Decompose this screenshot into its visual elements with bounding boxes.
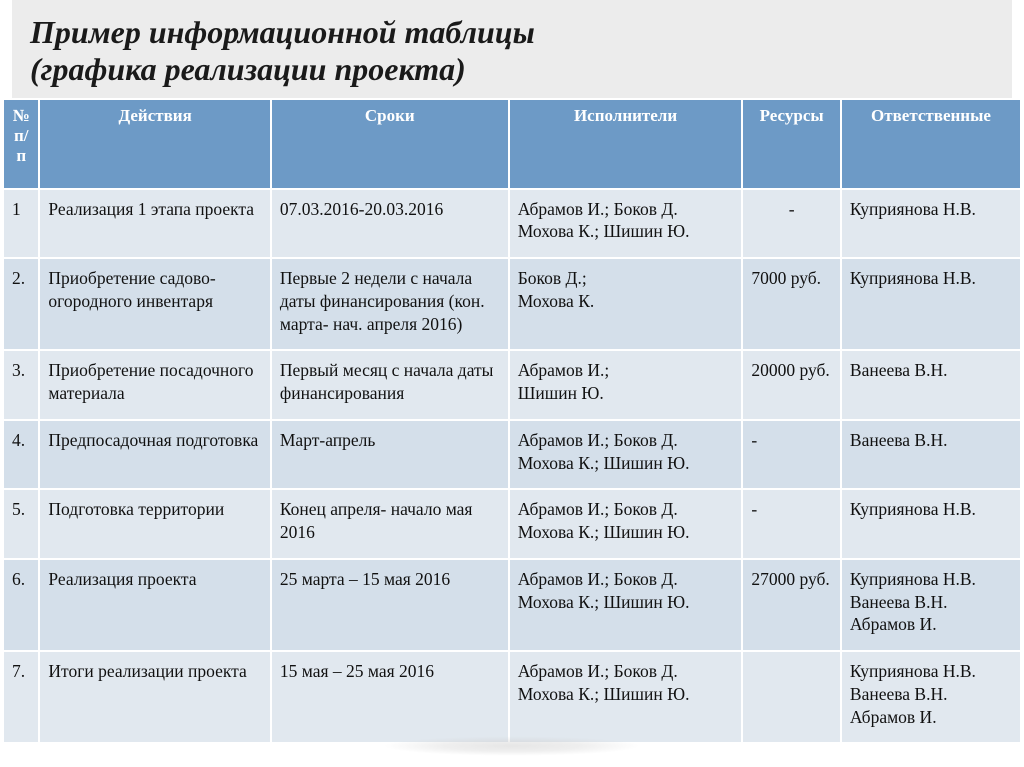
cell-responsible: Куприянова Н.В. Ванеева В.Н. Абрамов И. (841, 651, 1021, 743)
table-row: 2.Приобретение садово-огородного инвента… (3, 258, 1021, 350)
cell-executors: Абрамов И.; Боков Д. Мохова К.; Шишин Ю. (509, 189, 743, 259)
col-header-responsible: Ответственные (841, 99, 1021, 189)
cell-timeframe: Первый месяц с начала даты финансировани… (271, 350, 509, 420)
cell-resources: - (742, 420, 841, 490)
table-row: 1Реализация 1 этапа проекта07.03.2016-20… (3, 189, 1021, 259)
table-row: 7.Итоги реализации проекта15 мая – 25 ма… (3, 651, 1021, 743)
title-container: Пример информационной таблицы (графика р… (12, 0, 1012, 98)
cell-action: Приобретение посадочного материала (39, 350, 270, 420)
cell-resources: 7000 руб. (742, 258, 841, 350)
col-header-timeframe: Сроки (271, 99, 509, 189)
cell-number: 5. (3, 489, 39, 559)
cell-executors: Абрамов И.; Боков Д. Мохова К.; Шишин Ю. (509, 489, 743, 559)
cell-number: 2. (3, 258, 39, 350)
cell-responsible: Ванеева В.Н. (841, 420, 1021, 490)
slide: Пример информационной таблицы (графика р… (0, 0, 1024, 767)
table-row: 4.Предпосадочная подготовкаМарт-апрельАб… (3, 420, 1021, 490)
cell-executors: Абрамов И.; Боков Д. Мохова К.; Шишин Ю. (509, 651, 743, 743)
project-schedule-table: № п/п Действия Сроки Исполнители Ресурсы… (2, 98, 1022, 745)
cell-executors: Абрамов И.; Боков Д. Мохова К.; Шишин Ю. (509, 420, 743, 490)
cell-timeframe: 15 мая – 25 мая 2016 (271, 651, 509, 743)
table-header: № п/п Действия Сроки Исполнители Ресурсы… (3, 99, 1021, 189)
cell-responsible: Куприянова Н.В. (841, 489, 1021, 559)
cell-resources: - (742, 489, 841, 559)
cell-number: 6. (3, 559, 39, 651)
cell-action: Предпосадочная подготовка (39, 420, 270, 490)
cell-action: Реализация 1 этапа проекта (39, 189, 270, 259)
table-row: 5.Подготовка территорииКонец апреля- нач… (3, 489, 1021, 559)
col-header-executors: Исполнители (509, 99, 743, 189)
cell-executors: Абрамов И.;Шишин Ю. (509, 350, 743, 420)
cell-action: Реализация проекта (39, 559, 270, 651)
title-line-1: Пример информационной таблицы (30, 14, 535, 50)
cell-resources: 20000 руб. (742, 350, 841, 420)
cell-number: 4. (3, 420, 39, 490)
cell-number: 3. (3, 350, 39, 420)
table-row: 6.Реализация проекта25 марта – 15 мая 20… (3, 559, 1021, 651)
cell-responsible: Ванеева В.Н. (841, 350, 1021, 420)
cell-timeframe: Первые 2 недели с начала даты финансиров… (271, 258, 509, 350)
cell-responsible: Куприянова Н.В. (841, 189, 1021, 259)
cell-responsible: Куприянова Н.В. (841, 258, 1021, 350)
cell-executors: Боков Д.;Мохова К. (509, 258, 743, 350)
title-line-2: (графика реализации проекта) (30, 51, 466, 87)
col-header-number: № п/п (3, 99, 39, 189)
cell-timeframe: Конец апреля- начало мая 2016 (271, 489, 509, 559)
table-body: 1Реализация 1 этапа проекта07.03.2016-20… (3, 189, 1021, 744)
cell-number: 1 (3, 189, 39, 259)
cell-resources (742, 651, 841, 743)
cell-action: Итоги реализации проекта (39, 651, 270, 743)
cell-number: 7. (3, 651, 39, 743)
cell-responsible: Куприянова Н.В. Ванеева В.Н. Абрамов И. (841, 559, 1021, 651)
cell-resources: 27000 руб. (742, 559, 841, 651)
slide-title: Пример информационной таблицы (графика р… (30, 14, 994, 88)
cell-timeframe: 07.03.2016-20.03.2016 (271, 189, 509, 259)
cell-executors: Абрамов И.; Боков Д. Мохова К.; Шишин Ю. (509, 559, 743, 651)
table-row: 3.Приобретение посадочного материалаПерв… (3, 350, 1021, 420)
col-header-actions: Действия (39, 99, 270, 189)
cell-resources: - (742, 189, 841, 259)
col-header-resources: Ресурсы (742, 99, 841, 189)
cell-timeframe: 25 марта – 15 мая 2016 (271, 559, 509, 651)
cell-timeframe: Март-апрель (271, 420, 509, 490)
cell-action: Подготовка территории (39, 489, 270, 559)
cell-action: Приобретение садово-огородного инвентаря (39, 258, 270, 350)
